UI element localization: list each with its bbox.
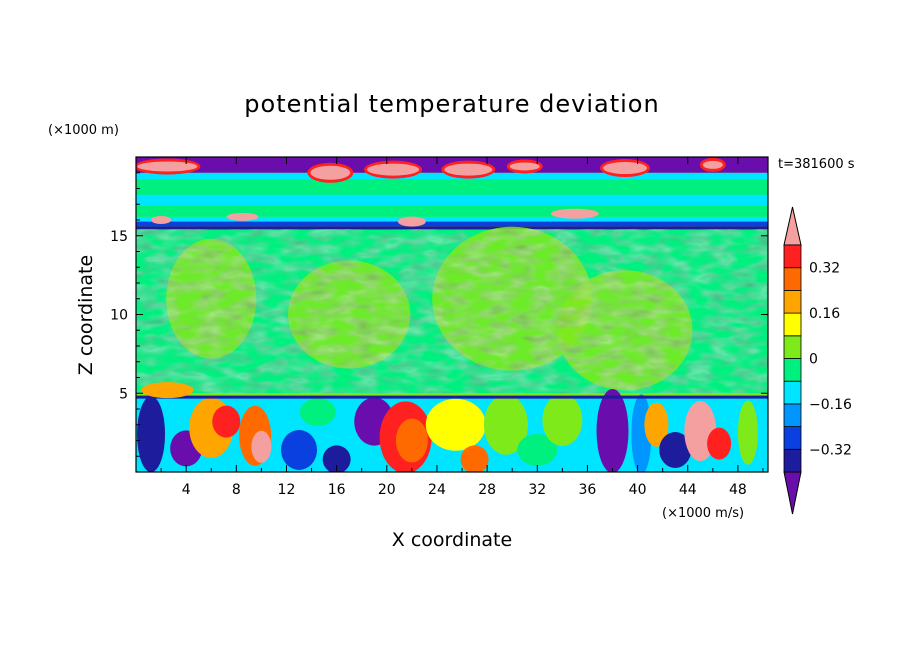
x-unit-label: (×1000 m/s) xyxy=(662,506,744,521)
y-tick-label: 5 xyxy=(119,386,128,402)
surface-warm-patch xyxy=(141,382,194,399)
boundary-layer-anomaly xyxy=(460,445,489,472)
colorbar: 0.32 0.16 0 −0.16 −0.32 xyxy=(783,206,852,515)
x-tick-label: 32 xyxy=(528,482,546,498)
boundary-layer-anomaly xyxy=(596,389,629,472)
colorbar-label: 0 xyxy=(809,352,818,368)
y-axis-label: Z coordinate xyxy=(75,255,97,375)
x-tick-label: 4 xyxy=(182,482,191,498)
boundary-layer-anomaly xyxy=(299,398,336,427)
y-unit-label: (×1000 m) xyxy=(48,123,119,138)
warm-anomaly xyxy=(509,162,540,171)
colorbar-swatch xyxy=(783,267,802,291)
x-tick-label: 16 xyxy=(328,482,346,498)
boundary-layer-anomaly xyxy=(281,429,318,470)
boundary-layer-anomaly xyxy=(137,396,166,472)
colorbar-swatch xyxy=(783,426,802,450)
contour-field xyxy=(136,157,768,472)
x-tick-label: 44 xyxy=(679,482,697,498)
blue-band xyxy=(136,221,768,227)
inversion-line xyxy=(136,395,768,399)
warm-anomaly xyxy=(367,163,420,176)
colorbar-upper-extension xyxy=(783,206,802,246)
warm-anomaly xyxy=(444,163,493,176)
colorbar-swatch xyxy=(783,358,802,382)
colorbar-swatch xyxy=(783,403,802,427)
boundary-layer-anomaly xyxy=(395,418,428,463)
x-tick-label: 20 xyxy=(378,482,396,498)
warm-anomaly xyxy=(226,212,259,221)
x-tick-label: 8 xyxy=(232,482,241,498)
boundary-layer-anomaly xyxy=(707,427,732,460)
boundary-layer-anomaly xyxy=(517,433,558,466)
boundary-layer-anomaly xyxy=(542,394,583,447)
boundary-layer-anomaly xyxy=(644,402,669,447)
colorbar-swatch xyxy=(783,380,802,405)
x-tick-label: 40 xyxy=(629,482,647,498)
warm-anomaly xyxy=(310,165,351,180)
y-axis-ticks: 5 10 15 xyxy=(110,172,768,457)
boundary-layer-anomaly xyxy=(425,398,486,451)
x-tick-label: 24 xyxy=(428,482,446,498)
warm-anomaly xyxy=(151,216,172,224)
colorbar-label: 0.16 xyxy=(809,306,840,322)
colorbar-label: −0.32 xyxy=(809,442,852,458)
chart-title: potential temperature deviation xyxy=(244,90,659,118)
colorbar-label: 0.32 xyxy=(809,261,840,277)
dark-blue-band xyxy=(136,226,768,230)
warm-anomaly xyxy=(397,216,426,227)
y-tick-label: 10 xyxy=(110,308,128,324)
cyan-band xyxy=(136,216,768,222)
x-tick-label: 48 xyxy=(729,482,747,498)
x-tick-label: 28 xyxy=(478,482,496,498)
boundary-layer-anomaly xyxy=(737,400,758,465)
warm-anomaly xyxy=(550,208,599,219)
boundary-layer-anomaly xyxy=(659,431,692,468)
warm-anomaly xyxy=(603,162,648,175)
x-axis-ticks: 4 8 12 16 20 24 28 32 36 40 44 48 xyxy=(160,157,764,498)
texture xyxy=(136,229,768,394)
colorbar-lower-extension xyxy=(783,471,802,515)
colorbar-swatch xyxy=(783,335,802,359)
boundary-layer-anomaly xyxy=(322,445,351,472)
warm-anomaly xyxy=(702,160,723,169)
x-tick-label: 36 xyxy=(579,482,597,498)
x-tick-label: 12 xyxy=(278,482,296,498)
colorbar-swatch xyxy=(783,312,802,337)
boundary-layer-anomaly xyxy=(483,394,528,455)
colorbar-swatch xyxy=(783,244,802,269)
time-label: t=381600 s xyxy=(778,157,855,172)
boundary-layer-anomaly xyxy=(212,405,241,438)
colorbar-swatch xyxy=(783,448,802,473)
boundary-layer-anomaly xyxy=(251,430,272,463)
colorbar-swatch xyxy=(783,289,802,314)
warm-anomaly xyxy=(137,161,198,172)
colorbar-label: −0.16 xyxy=(809,397,852,413)
cyan-band-upper xyxy=(136,194,768,206)
y-tick-label: 15 xyxy=(110,229,128,245)
x-axis-label: X coordinate xyxy=(392,529,512,551)
